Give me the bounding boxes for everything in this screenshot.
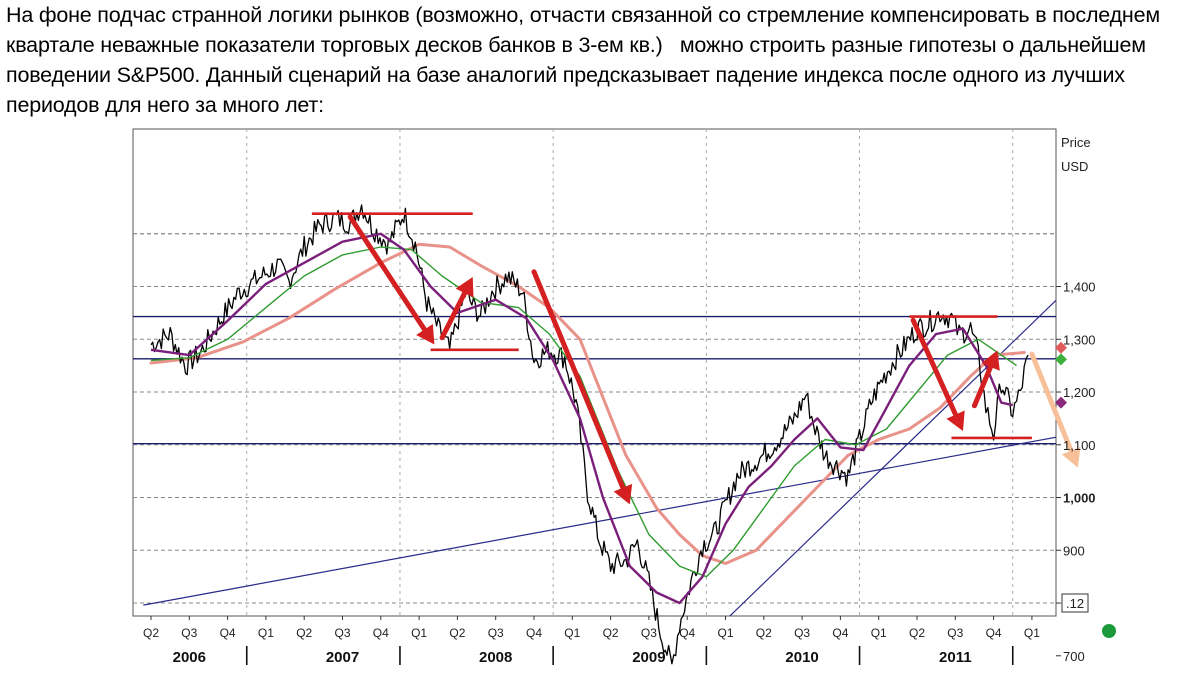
x-axis: Q2 Q3 Q4 Q1 Q2 Q3 Q4 Q1 Q2 Q3 Q4 Q1 Q2 Q3 Q4 Q1 Q2 Q3 Q4 Q1… [143, 616, 1040, 666]
y-axis: PriceUSD1,4001,3001,2001,1001,0009008007… [1055, 135, 1116, 664]
year-label: 2011 [939, 649, 972, 666]
y-tick-label: 1,400 [1063, 280, 1096, 295]
quarter-label: Q1 [564, 626, 580, 640]
support-resistance-levels [133, 299, 1056, 616]
quarter-label: Q2 [756, 626, 772, 640]
red-arrow-head [613, 483, 633, 505]
y-tick-label: 700 [1063, 649, 1085, 664]
quarter-label: Q4 [373, 626, 389, 640]
chart-series [149, 204, 1029, 665]
quarter-label: Q3 [794, 626, 810, 640]
quarter-label: Q4 [986, 626, 1002, 640]
quarter-label: Q4 [832, 626, 848, 640]
quarter-label: Q3 [947, 626, 963, 640]
axis-title-usd: USD [1061, 159, 1088, 174]
ma-purple-line [150, 232, 1013, 605]
year-label: 2009 [632, 649, 665, 666]
price-line [150, 204, 1029, 665]
year-label: 2008 [479, 649, 512, 666]
quarter-label: Q4 [526, 626, 542, 640]
quarter-label: Q1 [411, 626, 427, 640]
chart-frame [132, 128, 1057, 617]
red-arrow-head [981, 350, 1000, 371]
ma-salmon-line [149, 242, 1026, 565]
right-marker [1055, 341, 1067, 354]
quarter-label: Q2 [296, 626, 312, 640]
quarter-label: Q2 [449, 626, 465, 640]
red-arrow-shaft [910, 317, 959, 418]
axis-title-price: Price [1061, 135, 1091, 150]
red-arrow-shaft [971, 364, 994, 409]
trend-line [729, 299, 1056, 616]
quarter-label: Q3 [334, 626, 350, 640]
red-arrow-head [416, 324, 435, 345]
y-tick-label: 1,100 [1063, 438, 1096, 453]
right-marker [1055, 353, 1067, 366]
red-arrow-shaft [347, 214, 428, 333]
quarter-label: Q2 [909, 626, 925, 640]
right-marker [1055, 396, 1067, 409]
quarter-label: Q3 [641, 626, 657, 640]
red-arrow-head [946, 410, 965, 432]
intro-text: На фоне подчас странной логики рынков (в… [6, 3, 1166, 117]
value-box-label: .12 [1066, 596, 1084, 611]
y-tick-label: 1,000 [1063, 491, 1096, 506]
quarter-label: Q4 [220, 626, 236, 640]
y-tick-label: 1,200 [1063, 385, 1096, 400]
corner-marker [1102, 624, 1116, 638]
quarter-label: Q1 [1024, 626, 1040, 640]
quarter-label: Q3 [488, 626, 504, 640]
quarter-label: Q2 [603, 626, 619, 640]
red-arrow-head [455, 277, 474, 298]
red-arrow-shaft [439, 290, 468, 341]
quarter-label: Q4 [679, 626, 695, 640]
value-box [1061, 593, 1089, 613]
forecast-arrow-head [1061, 447, 1081, 468]
quarter-label: Q1 [871, 626, 887, 640]
year-label: 2006 [173, 649, 206, 666]
y-tick-label: 1,300 [1063, 332, 1096, 347]
year-label: 2007 [326, 649, 359, 666]
quarter-label: Q1 [258, 626, 274, 640]
quarter-label: Q3 [181, 626, 197, 640]
forecast-arrow-shaft [1029, 351, 1074, 454]
y-tick-label: 900 [1063, 543, 1085, 558]
red-arrow-shaft [531, 269, 626, 491]
trend-line [143, 436, 1056, 606]
quarter-label: Q2 [143, 626, 159, 640]
quarter-label: Q1 [717, 626, 733, 640]
year-label: 2010 [785, 649, 818, 666]
annotations [311, 212, 1081, 505]
ma-green-line [150, 246, 1017, 578]
